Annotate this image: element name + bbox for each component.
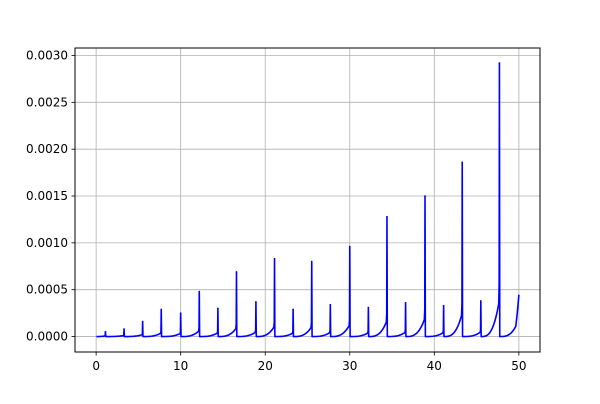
y-tick-label: 0.0005 (26, 283, 68, 297)
peak-point (404, 302, 407, 304)
y-tick-label: 0.0000 (26, 330, 68, 344)
peak-point (217, 307, 219, 310)
peak-point (461, 161, 464, 164)
plot-frame (74, 47, 541, 353)
x-axis-ticks: 0 10 20 30 40 50 (92, 352, 527, 373)
peak-point (141, 320, 144, 323)
peak-point (367, 306, 370, 309)
peak-point (480, 300, 482, 302)
y-tick-label: 0.0030 (26, 48, 68, 62)
x-tick-label: 40 (427, 359, 442, 373)
series-line (96, 62, 520, 338)
peak-point (424, 195, 426, 197)
x-tick-label: 30 (342, 359, 357, 373)
x-tick-label: 10 (173, 359, 188, 373)
x-tick-label: 0 (92, 359, 100, 373)
peak-point (348, 245, 351, 248)
y-axis-ticks: 0.0000 0.0005 0.0010 0.0015 0.0020 0.0025 0.00… (26, 48, 75, 344)
peak-point (292, 308, 294, 311)
peak-point (104, 331, 107, 333)
y-tick-label: 0.0020 (26, 142, 68, 156)
y-tick-label: 0.0025 (26, 95, 68, 109)
peak-point (198, 290, 201, 293)
peak-point (273, 257, 276, 260)
end-point (518, 294, 520, 297)
y-tick-label: 0.0010 (26, 236, 68, 250)
peak-point (123, 328, 125, 330)
peak-point (442, 304, 445, 307)
series-layer (96, 62, 520, 338)
peak-point (329, 303, 332, 306)
peak-point (310, 260, 313, 263)
x-tick-label: 20 (258, 359, 273, 373)
x-tick-label: 50 (511, 359, 526, 373)
peak-point (160, 308, 163, 311)
peak-point (235, 271, 238, 273)
peak-point (179, 312, 182, 314)
peak-point (255, 301, 257, 303)
peak-point (498, 62, 501, 64)
peak-point (386, 215, 388, 218)
y-tick-label: 0.0015 (26, 189, 68, 203)
